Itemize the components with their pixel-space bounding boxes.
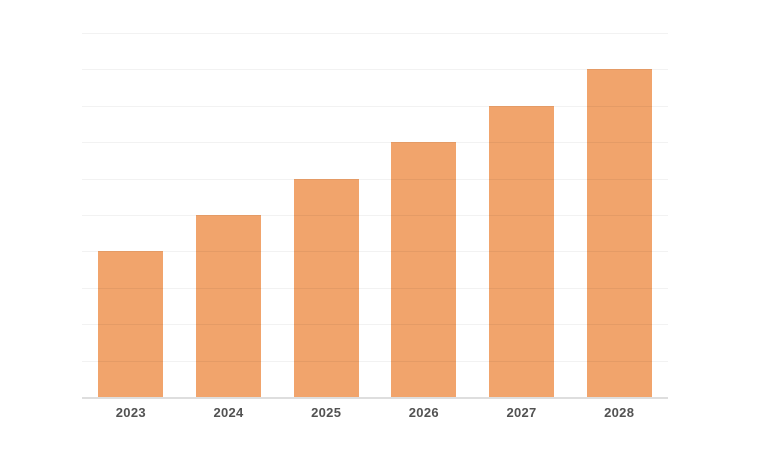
bar-slot-2027	[473, 33, 571, 397]
bar-2027[interactable]	[489, 105, 555, 397]
bar-2028[interactable]	[586, 69, 652, 397]
bar-slot-2024	[180, 33, 278, 397]
bar-slot-2025	[277, 33, 375, 397]
bar-2023[interactable]	[98, 251, 164, 397]
bars-layer	[82, 33, 668, 397]
bar-2024[interactable]	[196, 215, 261, 397]
bar-slot-2023	[82, 33, 180, 397]
x-tick-label-2026: 2026	[408, 405, 439, 420]
bar-slot-2026	[375, 33, 473, 397]
x-tick-label-2025: 2025	[311, 405, 342, 420]
x-tick-label-2024: 2024	[213, 405, 244, 420]
x-tick-label-2027: 2027	[506, 405, 537, 420]
x-axis-labels-row: 2023 2024 2025 2026 2027 2028	[82, 405, 668, 420]
x-axis-line	[82, 397, 668, 399]
bar-2025[interactable]	[293, 178, 359, 397]
x-tick-label-2023: 2023	[115, 405, 146, 420]
bar-slot-2028	[570, 33, 668, 397]
bar-2026[interactable]	[391, 142, 457, 397]
chart-plot-area	[82, 33, 668, 399]
x-tick-label-2028: 2028	[604, 405, 635, 420]
